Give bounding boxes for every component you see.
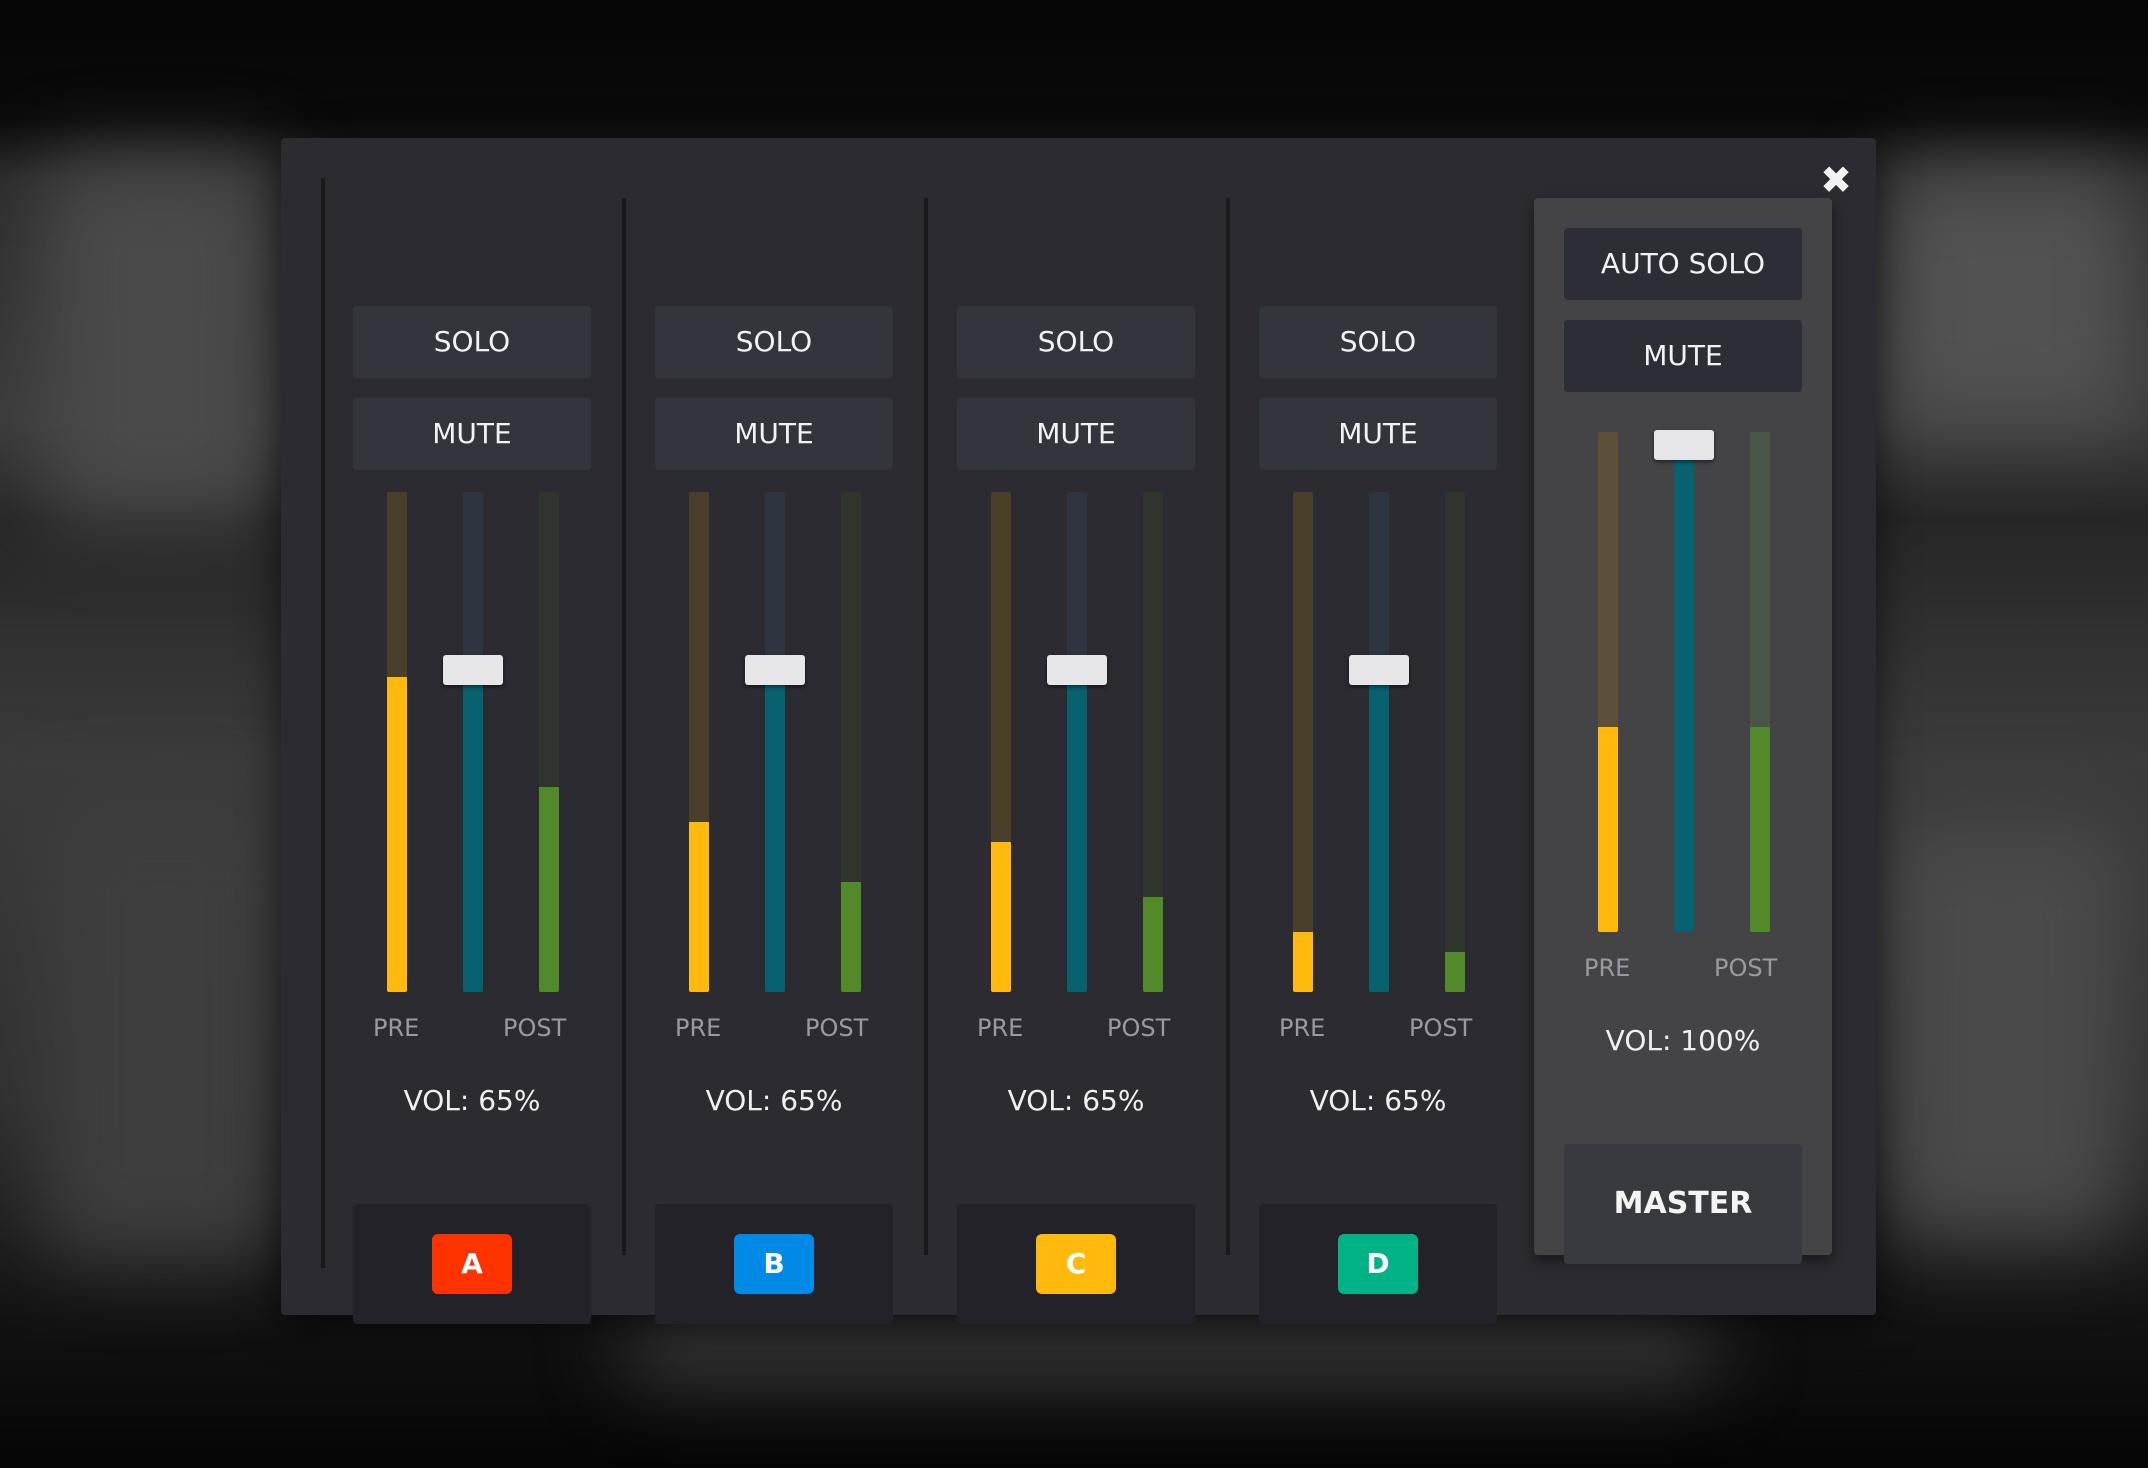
solo-button[interactable]: SOLO — [1259, 306, 1497, 378]
pre-meter — [1598, 432, 1618, 932]
volume-fader-track[interactable] — [765, 492, 785, 992]
pre-meter — [689, 492, 709, 992]
post-meter — [841, 492, 861, 992]
meters — [353, 492, 591, 992]
master-channel: AUTO SOLO MUTE PRE POST VOL: 100% MASTER — [1534, 198, 1832, 1264]
channel-tag-box[interactable]: B — [655, 1204, 893, 1324]
solo-button[interactable]: SOLO — [353, 306, 591, 378]
volume-readout: VOL: 65% — [1309, 1084, 1447, 1117]
volume-readout: VOL: 65% — [403, 1084, 541, 1117]
solo-button[interactable]: SOLO — [957, 306, 1195, 378]
volume-fader-track[interactable] — [463, 492, 483, 992]
solo-button[interactable]: SOLO — [655, 306, 893, 378]
pre-label: PRE — [1279, 1014, 1326, 1042]
channel-tag: C — [1036, 1234, 1116, 1294]
pre-meter — [1293, 492, 1313, 992]
post-meter — [1143, 492, 1163, 992]
volume-fader-handle[interactable] — [1349, 655, 1409, 686]
background-blur — [1880, 820, 2130, 1240]
post-label: POST — [1714, 954, 1778, 982]
channel-tag-box[interactable]: C — [957, 1204, 1195, 1324]
master-label: MASTER — [1613, 1186, 1753, 1221]
volume-fader-track[interactable] — [1067, 492, 1087, 992]
volume-fader-handle[interactable] — [745, 655, 805, 686]
channel-tag-box[interactable]: D — [1259, 1204, 1497, 1324]
meters — [957, 492, 1195, 992]
pre-label: PRE — [373, 1014, 420, 1042]
channel-divider — [924, 198, 928, 1255]
volume-fader-track[interactable] — [1369, 492, 1389, 992]
post-label: POST — [1107, 1014, 1171, 1042]
mute-button[interactable]: MUTE — [655, 398, 893, 470]
channel-d: SOLO MUTE PRE POST VOL: 65% D — [1229, 198, 1499, 1324]
volume-fader-handle[interactable] — [443, 655, 503, 686]
channel-tag-box[interactable]: A — [353, 1204, 591, 1324]
pre-meter — [991, 492, 1011, 992]
channel-b: SOLO MUTE PRE POST VOL: 65% B — [625, 198, 895, 1324]
background-blur — [40, 800, 290, 1260]
volume-fader-handle[interactable] — [1047, 655, 1107, 686]
auto-solo-button[interactable]: AUTO SOLO — [1564, 228, 1802, 300]
channel-divider — [1226, 198, 1230, 1255]
pre-label: PRE — [1584, 954, 1631, 982]
post-label: POST — [503, 1014, 567, 1042]
volume-fader-track[interactable] — [1674, 432, 1694, 932]
background-blur — [1880, 170, 2140, 430]
post-label: POST — [1409, 1014, 1473, 1042]
post-label: POST — [805, 1014, 869, 1042]
mute-button[interactable]: MUTE — [353, 398, 591, 470]
mixer-dialog: ✖ SOLO MUTE PRE POST VOL: 65% A SOLO MUT… — [281, 138, 1876, 1324]
post-meter — [1445, 492, 1465, 992]
background-blur — [40, 160, 280, 520]
meters — [1564, 429, 1802, 932]
meters — [655, 492, 893, 992]
channel-tag: A — [432, 1234, 512, 1294]
post-meter — [1750, 432, 1770, 932]
channel-divider — [321, 178, 325, 1268]
mute-button[interactable]: MUTE — [1564, 320, 1802, 392]
master-tag-box[interactable]: MASTER — [1564, 1144, 1802, 1264]
channel-tag: B — [734, 1234, 814, 1294]
mute-button[interactable]: MUTE — [1259, 398, 1497, 470]
channel-a: SOLO MUTE PRE POST VOL: 65% A — [323, 198, 593, 1324]
mute-button[interactable]: MUTE — [957, 398, 1195, 470]
volume-fader-handle[interactable] — [1654, 429, 1714, 460]
channel-tag: D — [1338, 1234, 1418, 1294]
volume-readout: VOL: 65% — [705, 1084, 843, 1117]
pre-label: PRE — [977, 1014, 1024, 1042]
channel-c: SOLO MUTE PRE POST VOL: 65% C — [927, 198, 1197, 1324]
volume-readout: VOL: 65% — [1007, 1084, 1145, 1117]
post-meter — [539, 492, 559, 992]
close-icon[interactable]: ✖ — [1820, 158, 1852, 202]
meters — [1259, 492, 1497, 992]
pre-label: PRE — [675, 1014, 722, 1042]
channel-divider — [622, 198, 626, 1255]
pre-meter — [387, 492, 407, 992]
volume-readout: VOL: 100% — [1605, 1024, 1761, 1057]
